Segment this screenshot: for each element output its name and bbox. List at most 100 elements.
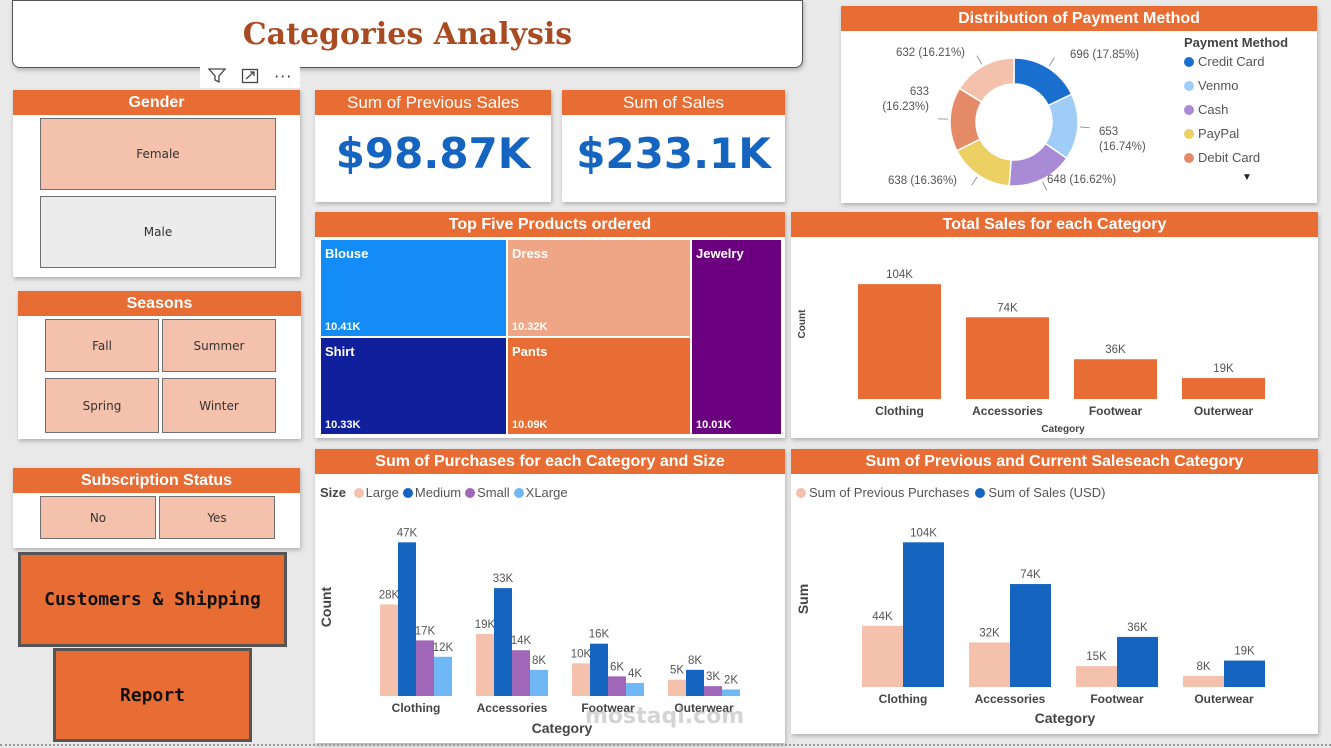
y-axis-title: Count (797, 309, 808, 339)
gender-option-male[interactable]: Male (40, 196, 276, 268)
purchases-size-chart: 28K47K17K12KClothing19K33K14K8KAccessori… (318, 527, 740, 736)
data-label: 16K (589, 629, 610, 641)
payment-legend: Payment Method Credit Card Venmo Cash PayPa… (1184, 35, 1314, 183)
bar-footwear-sum-of-sales-usd-[interactable] (1117, 636, 1158, 687)
data-label: 10K (571, 648, 592, 660)
tick-label-outerwear: Outerwear (1194, 692, 1254, 706)
prev-current-legend-item-sum-of-sales-usd-[interactable]: Sum of Sales (USD) (975, 485, 1105, 500)
legend-item-venmo[interactable]: Venmo (1184, 78, 1314, 93)
treemap-tile-shirt[interactable]: Shirt 10.33K (320, 337, 507, 435)
data-label: 12K (433, 642, 454, 654)
data-label: 28K (379, 589, 400, 601)
x-axis-title: Category (1041, 424, 1085, 435)
legend-label: Debit Card (1198, 150, 1261, 165)
bar-accessories-small[interactable] (512, 650, 530, 696)
bar-clothing-xlarge[interactable] (434, 656, 452, 696)
data-label: 47K (397, 527, 418, 539)
bar-accessories-v[interactable] (966, 317, 1049, 399)
top-products-card: Top Five Products ordered Blouse 10.41K D… (315, 212, 785, 438)
bar-accessories-medium[interactable] (494, 588, 512, 696)
size-legend-item-large[interactable]: Large (353, 485, 399, 500)
gender-option-female[interactable]: Female (40, 118, 276, 190)
subscription-option-no[interactable]: No (40, 496, 156, 539)
filter-icon[interactable] (207, 68, 226, 84)
bar-clothing-large[interactable] (380, 604, 398, 696)
gender-slicer: Gender Female Male (13, 90, 300, 277)
data-label: 8K (532, 655, 546, 667)
y-axis-title: Count (318, 586, 334, 627)
subscription-option-yes[interactable]: Yes (159, 496, 275, 539)
legend-dot (796, 488, 806, 498)
size-legend-item-small[interactable]: Small (465, 485, 510, 500)
prev-current-chart: 44K 104K Clothing 32K 74K Accessories 15K 36K Fo… (795, 527, 1265, 726)
bar-outerwear-sum-of-sales-usd-[interactable] (1224, 660, 1265, 687)
bar-footwear-small[interactable] (608, 676, 626, 696)
season-option-spring[interactable]: Spring (45, 378, 159, 433)
bar-clothing-v[interactable] (858, 284, 941, 399)
bar-footwear-v[interactable] (1074, 359, 1157, 399)
page-title: Categories Analysis (242, 16, 573, 52)
legend-item-debit-card[interactable]: Debit Card (1184, 150, 1314, 165)
prev-current-card: Sum of Previous and Current Saleseach Ca… (791, 449, 1318, 734)
prev-current-title: Sum of Previous and Current Saleseach Ca… (791, 449, 1318, 474)
customers-shipping-button[interactable]: Customers & Shipping (18, 552, 287, 647)
bar-accessories-sum-of-sales-usd-[interactable] (1010, 584, 1051, 687)
bar-outerwear-xlarge[interactable] (722, 689, 740, 696)
purchases-size-title: Sum of Purchases for each Category and S… (315, 449, 785, 474)
bar-outerwear-v[interactable] (1182, 378, 1265, 399)
legend-label: PayPal (1198, 126, 1240, 141)
bar-clothing-sum-of-sales-usd-[interactable] (903, 542, 944, 687)
bar-footwear-sum-of-previous-purchases[interactable] (1076, 666, 1117, 687)
payment-donut-chart: 696 (17.85%) 653 (16.74%) 648 (16.62%) 638 (… (882, 47, 1146, 191)
donut-leader-line (1048, 57, 1055, 67)
tick-label-outerwear: Outerwear (674, 701, 734, 715)
bar-outerwear-medium[interactable] (686, 669, 704, 696)
bar-outerwear-sum-of-previous-purchases[interactable] (1183, 675, 1224, 687)
bar-accessories-large[interactable] (476, 633, 494, 696)
size-legend-title: Size (320, 485, 347, 500)
expand-icon[interactable] (241, 68, 259, 84)
kpi-sales: Sum of Sales $233.1K (562, 90, 785, 202)
gender-slicer-title: Gender (13, 90, 300, 115)
more-icon[interactable]: ··· (274, 66, 293, 86)
legend-dot (1184, 105, 1194, 115)
legend-item-paypal[interactable]: PayPal (1184, 126, 1314, 141)
bar-clothing-sum-of-previous-purchases[interactable] (862, 625, 903, 687)
data-label: 19K (1213, 363, 1234, 375)
season-option-fall[interactable]: Fall (45, 319, 159, 372)
size-legend-item-xlarge[interactable]: XLarge (513, 485, 568, 500)
legend-item-credit-card[interactable]: Credit Card (1184, 54, 1314, 69)
legend-label: Large (365, 485, 399, 500)
donut-label-venmo: 653 (16.74%) (1099, 126, 1146, 153)
treemap-tile-pants[interactable]: Pants 10.09K (507, 337, 691, 435)
donut-slice-bank-transfer[interactable] (958, 57, 1015, 104)
treemap-tile-blouse[interactable]: Blouse 10.41K (320, 239, 507, 337)
bar-outerwear-large[interactable] (668, 679, 686, 696)
legend-dot (353, 488, 364, 498)
data-label: 2K (724, 674, 738, 686)
bar-footwear-xlarge[interactable] (626, 682, 644, 696)
bar-footwear-medium[interactable] (590, 643, 608, 696)
bar-accessories-xlarge[interactable] (530, 669, 548, 696)
bar-clothing-small[interactable] (416, 640, 434, 696)
bar-clothing-medium[interactable] (398, 542, 416, 696)
tick-label-outerwear: Outerwear (1194, 404, 1254, 418)
donut-leader-line (1042, 181, 1048, 191)
report-button[interactable]: Report (53, 648, 252, 742)
top-products-treemap: Blouse 10.41K Dress 10.32K Shirt 10.33K Pan… (320, 239, 782, 435)
seasons-slicer-title: Seasons (18, 291, 301, 316)
x-axis-title: Category (532, 720, 593, 736)
bar-accessories-sum-of-previous-purchases[interactable] (969, 642, 1010, 687)
treemap-tile-jewelry[interactable]: Jewelry 10.01K (691, 239, 782, 435)
treemap-tile-dress[interactable]: Dress 10.32K (507, 239, 691, 337)
total-sales-title: Total Sales for each Category (791, 212, 1318, 237)
legend-more-icon[interactable]: ▼ (1242, 172, 1252, 183)
bar-outerwear-small[interactable] (704, 686, 722, 696)
season-option-winter[interactable]: Winter (162, 378, 276, 433)
prev-current-legend-item-sum-of-previous-purchases[interactable]: Sum of Previous Purchases (796, 485, 969, 500)
legend-item-cash[interactable]: Cash (1184, 102, 1314, 117)
bar-footwear-large[interactable] (572, 663, 590, 696)
season-option-summer[interactable]: Summer (162, 319, 276, 372)
size-legend-item-medium[interactable]: Medium (402, 485, 461, 500)
legend-dot (402, 488, 413, 498)
